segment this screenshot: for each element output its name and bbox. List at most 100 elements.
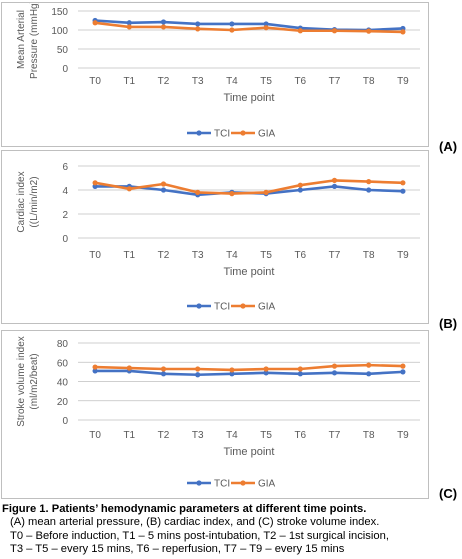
series-line-tci bbox=[95, 369, 403, 377]
data-point-tci bbox=[160, 187, 167, 193]
data-point-gia bbox=[366, 362, 372, 368]
legend-marker-gia bbox=[240, 130, 246, 136]
data-point-tci bbox=[195, 21, 201, 27]
x-tick-label: T9 bbox=[397, 76, 409, 87]
series-line-gia bbox=[94, 21, 403, 34]
data-point-gia bbox=[160, 366, 167, 372]
x-tick-label: T5 bbox=[260, 430, 272, 441]
panel-label-b: (B) bbox=[439, 316, 458, 331]
x-tick-label: T8 bbox=[363, 250, 375, 261]
data-point-gia bbox=[160, 181, 167, 187]
data-point-tci bbox=[160, 19, 167, 25]
x-tick-label: T9 bbox=[397, 430, 409, 441]
data-point-gia bbox=[195, 189, 201, 195]
x-tick-label: T9 bbox=[397, 250, 409, 261]
data-point-tci bbox=[229, 371, 235, 377]
x-tick-label: T1 bbox=[123, 76, 135, 87]
caption-line-1: (A) mean arterial pressure, (B) cardiac … bbox=[10, 516, 380, 529]
x-tick-label: T6 bbox=[294, 250, 306, 261]
y-tick-label: 0 bbox=[62, 416, 68, 427]
figure-caption: Figure 1. Patients’ hemodynamic paramete… bbox=[2, 503, 460, 557]
caption-title: Figure 1. Patients’ hemodynamic paramete… bbox=[2, 503, 367, 515]
y-tick-label: 0 bbox=[62, 234, 68, 245]
legend-label-gia: GIA bbox=[258, 129, 276, 140]
caption-line-2: T0 – Before induction, T1 – 5 mins post-… bbox=[10, 529, 389, 542]
x-tick-label: T3 bbox=[192, 430, 204, 441]
data-point-gia bbox=[297, 366, 303, 372]
y-tick-label: 150 bbox=[51, 7, 68, 18]
y-tick-label: 80 bbox=[57, 339, 69, 350]
y-tick-label: 20 bbox=[57, 397, 69, 408]
data-point-gia bbox=[400, 180, 406, 186]
data-point-gia bbox=[92, 180, 98, 186]
legend-label-gia: GIA bbox=[258, 302, 276, 313]
x-tick-label: T7 bbox=[329, 250, 341, 261]
caption-line-3: T3 – T5 – every 15 mins, T6 – reperfusio… bbox=[10, 543, 345, 556]
x-tick-label: T7 bbox=[329, 76, 341, 87]
chart-svg: 0 2 4 6 T0 T1 T2 T3 T4 T5 T6 T7 T8 T9 Time point Cardia… bbox=[16, 162, 420, 313]
x-tick-label: T2 bbox=[158, 250, 170, 261]
data-point-tci bbox=[263, 21, 269, 27]
data-point-gia bbox=[297, 182, 303, 188]
chart-panel-b: 0 2 4 6 T0 T1 T2 T3 T4 T5 T6 T7 T8 T9 Time point Cardia… bbox=[1, 150, 429, 324]
data-point-gia bbox=[229, 27, 235, 33]
y-tick-label: 50 bbox=[57, 45, 69, 56]
x-tick-label: T0 bbox=[89, 250, 101, 261]
data-point-gia bbox=[400, 363, 406, 369]
x-tick-label: T3 bbox=[192, 76, 204, 87]
y-tick-label: 60 bbox=[57, 358, 69, 369]
data-point-gia bbox=[366, 179, 372, 185]
data-point-gia bbox=[331, 363, 338, 369]
x-tick-label: T4 bbox=[226, 250, 238, 261]
x-tick-label: T1 bbox=[123, 250, 135, 261]
y-tick-label: 40 bbox=[57, 378, 69, 389]
data-point-gia bbox=[263, 189, 269, 195]
data-point-tci bbox=[229, 21, 235, 27]
data-point-gia bbox=[126, 365, 132, 371]
data-point-tci bbox=[92, 183, 98, 189]
panel-label-c: (C) bbox=[439, 486, 458, 501]
x-tick-label: T5 bbox=[260, 76, 272, 87]
data-point-tci bbox=[400, 188, 406, 194]
x-tick-label: T6 bbox=[294, 76, 306, 87]
legend-label-tci: TCI bbox=[214, 302, 230, 313]
data-point-gia bbox=[229, 367, 235, 373]
legend-label-tci: TCI bbox=[214, 129, 230, 140]
chart-svg: 0 20 40 60 80 T0 T1 T2 T3 T4 T5 T6 T7 T8 T9 Time point S… bbox=[16, 336, 420, 490]
y-tick-label: 4 bbox=[62, 186, 68, 197]
data-point-tci bbox=[92, 368, 98, 374]
x-tick-label: T0 bbox=[89, 76, 101, 87]
data-point-tci bbox=[297, 371, 303, 377]
data-point-gia bbox=[126, 24, 132, 30]
data-point-tci bbox=[366, 371, 372, 377]
data-point-tci bbox=[263, 370, 269, 376]
legend-label-tci: TCI bbox=[214, 479, 230, 490]
data-point-gia bbox=[331, 28, 338, 34]
x-tick-label: T8 bbox=[363, 430, 375, 441]
y-tick-label: 6 bbox=[62, 162, 68, 173]
data-point-tci bbox=[331, 183, 338, 189]
x-tick-label: T0 bbox=[89, 430, 101, 441]
y-axis-label: (ml/m2/beat) bbox=[29, 353, 40, 409]
x-tick-label: T7 bbox=[329, 430, 341, 441]
x-tick-label: T4 bbox=[226, 76, 238, 87]
y-axis-label: Pressure (mmHg) bbox=[29, 3, 40, 79]
legend-marker-tci bbox=[196, 130, 202, 136]
series-line-gia bbox=[95, 363, 403, 372]
y-axis-label: Cardiac index bbox=[16, 171, 27, 232]
data-point-tci bbox=[160, 371, 167, 377]
data-point-gia bbox=[297, 28, 303, 34]
x-axis-label: Time point bbox=[224, 446, 275, 458]
legend-label-gia: GIA bbox=[258, 479, 276, 490]
legend-marker-gia bbox=[240, 303, 246, 309]
chart-panel-c: 0 20 40 60 80 T0 T1 T2 T3 T4 T5 T6 T7 T8 T9 Time point S… bbox=[1, 330, 429, 499]
data-point-gia bbox=[263, 25, 269, 31]
legend-marker-gia bbox=[240, 480, 246, 486]
y-axis-label: Stroke volume index bbox=[16, 336, 27, 427]
y-axis-label: Mean Arterial bbox=[16, 10, 27, 69]
x-tick-label: T2 bbox=[158, 76, 170, 87]
x-tick-label: T2 bbox=[158, 430, 170, 441]
x-axis-label: Time point bbox=[224, 266, 275, 278]
x-tick-label: T8 bbox=[363, 76, 375, 87]
chart-panel-a: 0 50 100 150 T0 T1 T2 T3 T4 T5 T6 T7 T8 T9 Time point M… bbox=[1, 2, 429, 147]
